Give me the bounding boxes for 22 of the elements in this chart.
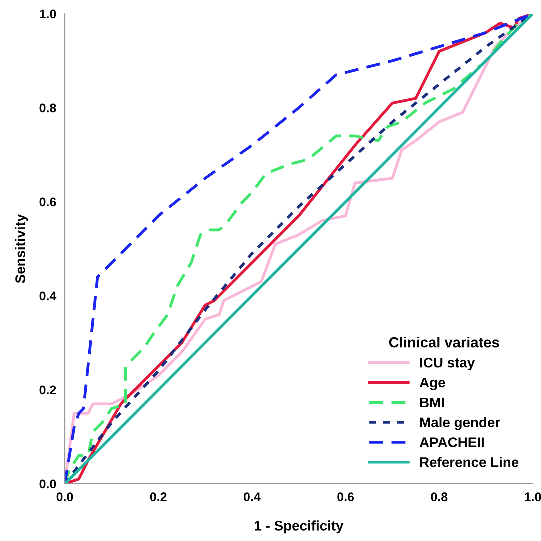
line-series: [65, 14, 533, 484]
legend-label: APACHEII: [420, 438, 484, 448]
x-tick-label: 1.0: [525, 492, 541, 502]
legend-label: ICU stay: [420, 358, 476, 371]
y-tick-label: 0.2: [40, 386, 56, 395]
y-tick-label: 0.4: [40, 292, 57, 301]
y-tick-label: 0.0: [40, 480, 56, 489]
y-tick-label: 1.0: [40, 10, 56, 19]
x-tick-label: 0.4: [244, 492, 261, 502]
x-tick-label: 0.2: [150, 492, 167, 502]
y-tick-label: 0.8: [40, 104, 56, 113]
x-axis-title: 1 - Specificity: [255, 520, 344, 534]
y-tick-label: 0.6: [40, 198, 56, 207]
y-axis-title: Sensitivity: [15, 214, 28, 284]
legend-label: Reference Line: [420, 457, 519, 468]
legend-label: Age: [420, 378, 446, 390]
legend-label: BMI: [420, 398, 444, 408]
x-tick-label: 0.8: [431, 492, 448, 502]
x-tick-label: 0.0: [56, 492, 74, 502]
x-tick-label: 0.6: [338, 492, 354, 502]
legend-label: Male gender: [420, 417, 500, 430]
legend-title: Clinical variates: [389, 337, 500, 348]
